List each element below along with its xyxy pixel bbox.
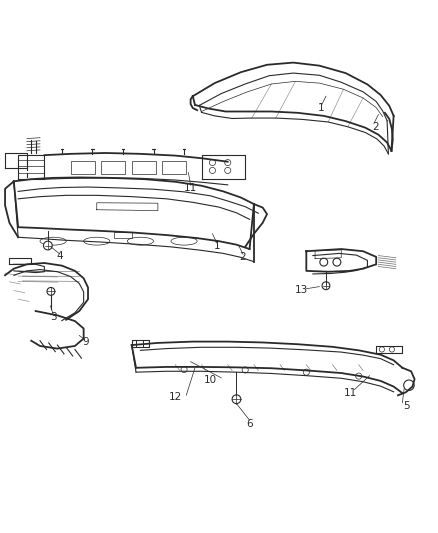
Bar (71, 161, 95, 174)
Bar (132, 161, 155, 174)
Text: 5: 5 (403, 401, 410, 411)
Circle shape (322, 282, 330, 289)
Text: 1: 1 (318, 103, 325, 113)
Bar (162, 161, 186, 174)
Text: 12: 12 (169, 392, 182, 402)
Text: 6: 6 (246, 419, 253, 429)
Text: 13: 13 (294, 285, 308, 295)
Text: 1: 1 (213, 240, 220, 251)
Text: 2: 2 (240, 252, 246, 262)
Bar (101, 161, 125, 174)
Text: 10: 10 (204, 375, 217, 385)
Text: 4: 4 (57, 252, 63, 262)
Circle shape (232, 395, 241, 403)
Text: 2: 2 (372, 122, 378, 132)
Circle shape (47, 287, 55, 295)
Text: 11: 11 (184, 183, 197, 193)
Circle shape (43, 241, 52, 250)
Text: 9: 9 (82, 337, 89, 346)
Text: 11: 11 (343, 388, 357, 398)
Text: 3: 3 (50, 312, 57, 322)
Bar (114, 231, 132, 238)
